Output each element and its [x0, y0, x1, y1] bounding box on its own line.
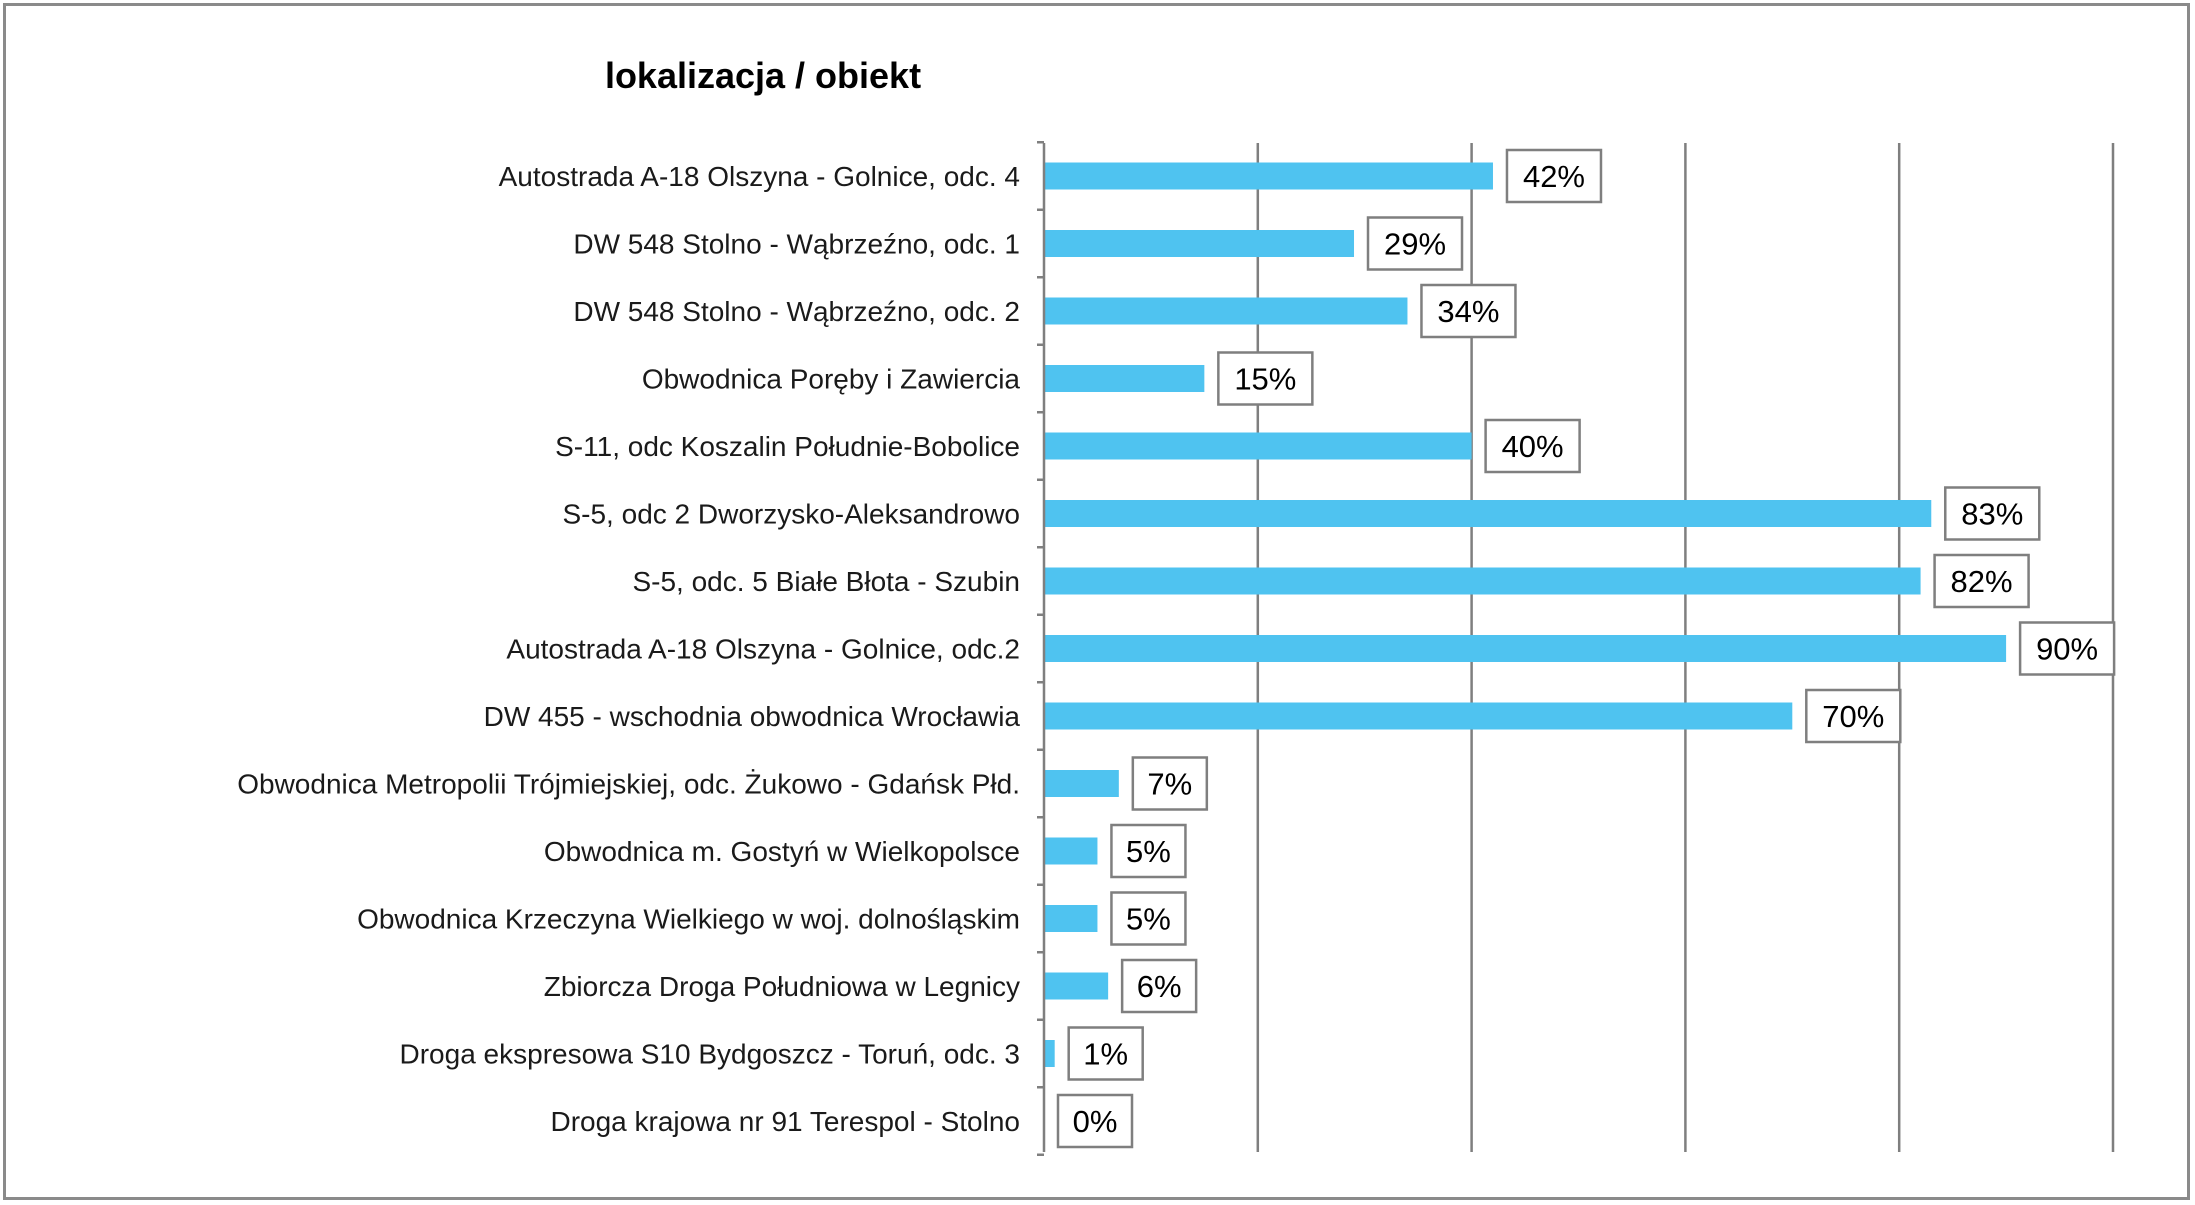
category-label: Autostrada A-18 Olszyna - Golnice, odc. …: [499, 161, 1020, 192]
bars: [1044, 162, 2007, 1067]
bar: [1044, 1040, 1055, 1067]
bar: [1044, 635, 2007, 662]
category-label: Obwodnica Krzeczyna Wielkiego w woj. dol…: [357, 904, 1020, 935]
data-label-box: [1110, 891, 1187, 946]
bar: [1044, 972, 1109, 1000]
data-label: 15%: [1234, 362, 1296, 397]
bar: [1044, 702, 1793, 730]
category-label: Zbiorcza Droga Południowa w Legnicy: [544, 971, 1020, 1002]
data-label-box: [1120, 958, 1198, 1014]
data-label: 1%: [1083, 1037, 1128, 1072]
bar: [1044, 905, 1098, 932]
bar: [1044, 432, 1472, 460]
data-label-box: [1131, 756, 1209, 811]
data-label-box: [1420, 283, 1517, 339]
bar: [1044, 770, 1119, 797]
data-label: 0%: [1073, 1104, 1118, 1139]
data-label: 6%: [1137, 969, 1182, 1004]
data-label-box: [2018, 621, 2116, 676]
category-label: Obwodnica m. Gostyń w Wielkopolsce: [544, 836, 1020, 867]
category-label: Obwodnica Metropolii Trójmiejskiej, odc.…: [237, 769, 1020, 800]
category-label: S-5, odc. 5 Białe Błota - Szubin: [632, 566, 1020, 597]
category-label: S-11, odc Koszalin Południe-Bobolice: [555, 431, 1020, 462]
bar: [1044, 500, 1932, 527]
bar: [1044, 365, 1205, 392]
data-label-box: [1056, 1093, 1134, 1149]
data-label-box: [1110, 823, 1187, 879]
category-axis: [1037, 141, 1046, 1156]
category-label: Obwodnica Poręby i Zawiercia: [642, 364, 1021, 395]
data-label-box: [1067, 1026, 1144, 1081]
data-label: 40%: [1502, 429, 1564, 464]
data-label: 7%: [1147, 767, 1192, 802]
bar: [1044, 837, 1098, 865]
bar: [1044, 567, 1921, 595]
category-label: Droga krajowa nr 91 Terespol - Stolno: [550, 1106, 1020, 1137]
data-label-box: [1505, 148, 1603, 204]
chart-frame: [3, 3, 2190, 1200]
bar: [1044, 297, 1408, 325]
data-label-box: [1217, 351, 1314, 406]
category-label: DW 548 Stolno - Wąbrzeźno, odc. 2: [573, 296, 1020, 327]
category-label: DW 548 Stolno - Wąbrzeźno, odc. 1: [573, 229, 1020, 260]
data-label: 29%: [1384, 227, 1446, 262]
data-label-box: [1944, 486, 2041, 541]
data-label: 83%: [1961, 497, 2023, 532]
category-label: Droga ekspresowa S10 Bydgoszcz - Toruń, …: [400, 1039, 1020, 1070]
data-label: 5%: [1126, 834, 1171, 869]
category-label: DW 455 - wschodnia obwodnica Wrocławia: [484, 701, 1021, 732]
bar: [1044, 230, 1355, 257]
category-label: Autostrada A-18 Olszyna - Golnice, odc.2: [506, 634, 1020, 665]
data-label: 90%: [2036, 632, 2098, 667]
data-label: 5%: [1126, 902, 1171, 937]
data-label-box: [1366, 216, 1464, 271]
data-label: 70%: [1822, 699, 1884, 734]
data-label-box: [1484, 418, 1581, 474]
data-labels: 42% 29% 34% 15% 40% 83% 82% 90% 70% 7% 5% 5% 6% 1% 0%: [1056, 148, 2116, 1149]
bar: [1044, 162, 1493, 190]
data-label-box: [1805, 688, 1902, 744]
data-label: 42%: [1523, 159, 1585, 194]
chart-title: lokalizacja / obiekt: [605, 55, 921, 96]
category-labels: Autostrada A-18 Olszyna - Golnice, odc. …: [237, 161, 1020, 1137]
category-label: S-5, odc 2 Dworzysko-Aleksandrowo: [562, 499, 1020, 530]
data-label: 34%: [1437, 294, 1499, 329]
data-label: 82%: [1951, 564, 2013, 599]
data-label-box: [1933, 553, 2030, 609]
